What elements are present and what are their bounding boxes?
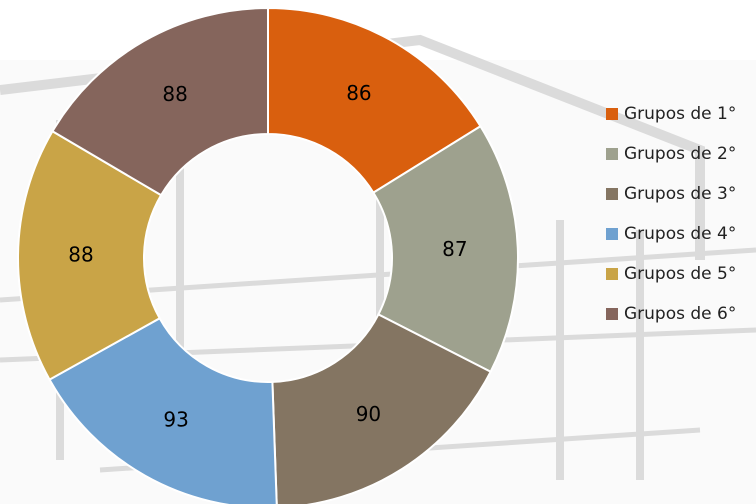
legend-swatch (606, 308, 618, 320)
legend: Grupos de 1° Grupos de 2° Grupos de 3° Grup… (606, 104, 736, 324)
slice (17, 129, 163, 381)
legend-label: Grupos de 3° (624, 184, 736, 204)
data-label: 86 (346, 81, 371, 105)
legend-label: Grupos de 1° (624, 104, 736, 124)
slice (51, 6, 269, 197)
slice (271, 313, 492, 504)
legend-label: Grupos de 6° (624, 304, 736, 324)
legend-label: Grupos de 2° (624, 144, 736, 164)
data-label: 90 (356, 402, 381, 426)
slice (372, 124, 519, 374)
legend-label: Grupos de 5° (624, 264, 736, 284)
slice (48, 316, 278, 504)
donut: 86 87 90 93 88 88 (17, 6, 519, 504)
data-label: 93 (163, 407, 188, 431)
data-label: 87 (442, 237, 467, 261)
legend-swatch (606, 148, 618, 160)
legend-swatch (606, 108, 618, 120)
legend-label: Grupos de 4° (624, 224, 736, 244)
legend-swatch (606, 188, 618, 200)
legend-swatch (606, 268, 618, 280)
legend-swatch (606, 228, 618, 240)
data-label: 88 (68, 242, 93, 266)
slice (267, 6, 482, 195)
data-label: 88 (162, 82, 187, 106)
